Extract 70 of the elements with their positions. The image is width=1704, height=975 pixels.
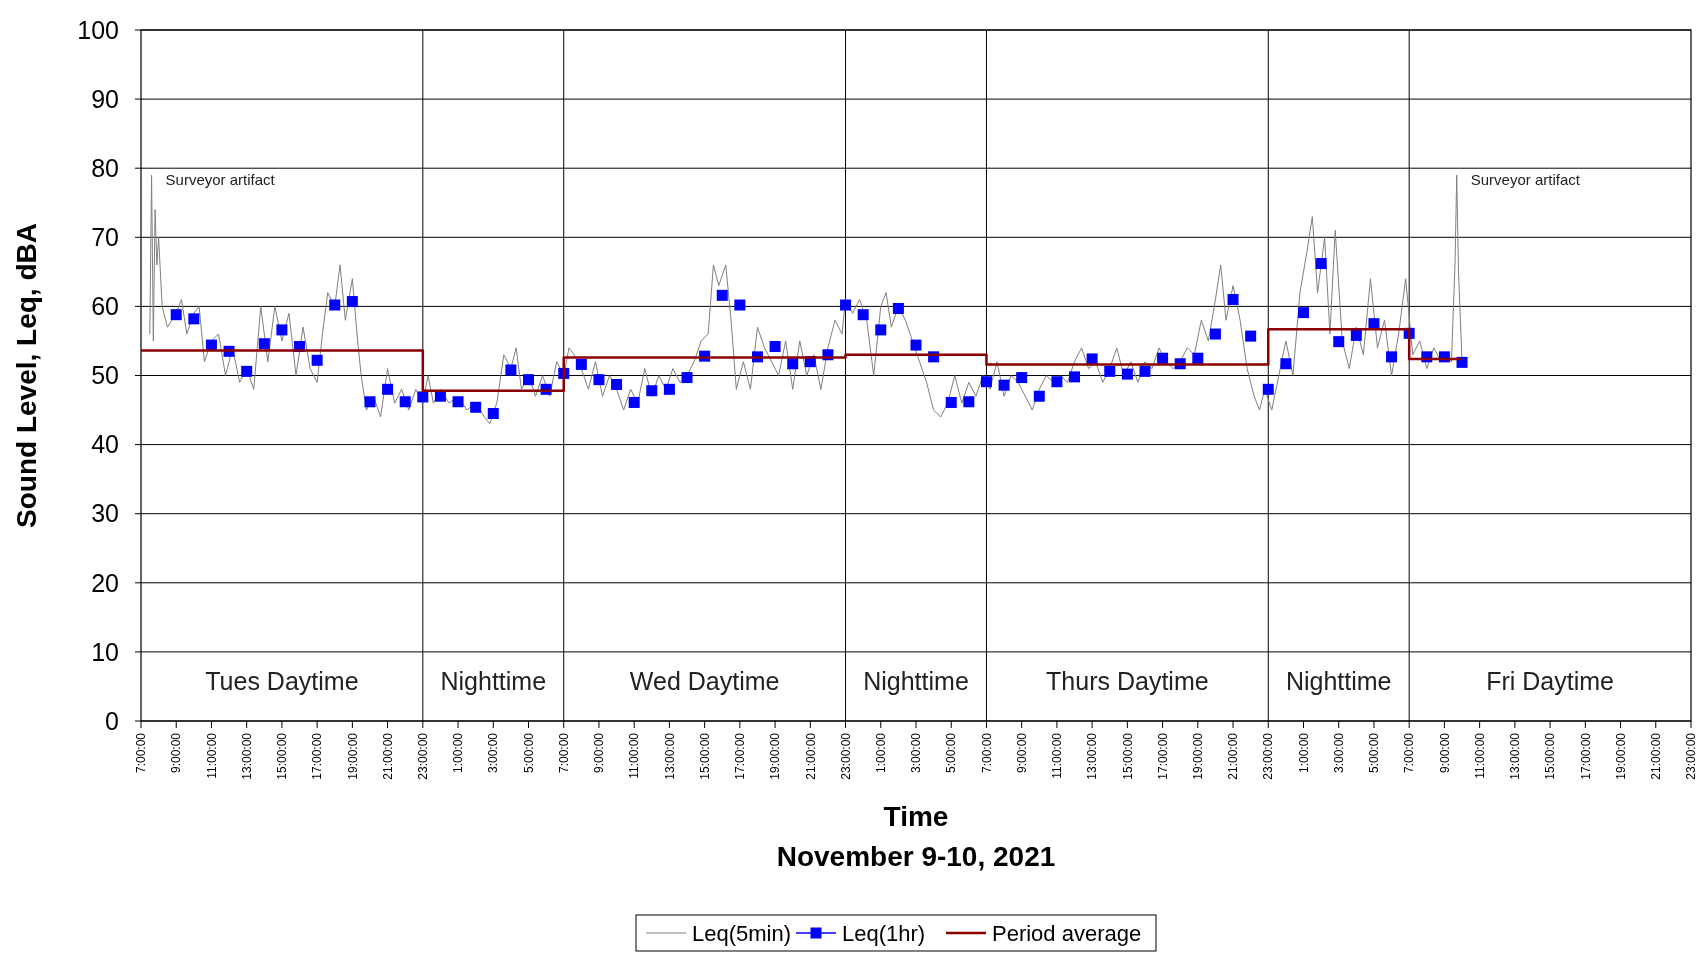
x-tick-label: 19:00:00 <box>1613 732 1628 780</box>
x-tick-label: 1:00:00 <box>1296 732 1311 774</box>
x-tick-label: 7:00:00 <box>979 732 994 774</box>
x-tick-label: 23:00:00 <box>1261 732 1276 780</box>
x-tick-label: 1:00:00 <box>451 732 466 774</box>
x-tick-label: 15:00:00 <box>1120 732 1135 780</box>
x-tick-label: 13:00:00 <box>1085 732 1100 780</box>
y-tick-label: 100 <box>77 15 119 44</box>
x-tick-label: 17:00:00 <box>733 732 748 780</box>
y-tick-label: 10 <box>91 637 119 666</box>
x-tick-label: 7:00:00 <box>134 732 149 774</box>
y-tick-label: 90 <box>91 84 119 113</box>
x-tick-label: 21:00:00 <box>1226 732 1241 780</box>
annotation: Wed Daytime <box>629 666 780 695</box>
y-tick-label: 60 <box>91 292 119 321</box>
x-tick-label: 21:00:00 <box>803 732 818 780</box>
y-tick-label: 40 <box>91 430 119 459</box>
y-tick-label: 0 <box>105 706 119 735</box>
x-tick-label: 3:00:00 <box>486 732 501 774</box>
x-tick-label: 9:00:00 <box>169 732 184 774</box>
x-tick-label: 19:00:00 <box>345 732 360 780</box>
x-tick-label: 9:00:00 <box>1437 732 1452 774</box>
y-axis-title: Sound Level, Leq, dBA <box>11 223 42 528</box>
x-tick-label: 23:00:00 <box>416 732 431 780</box>
y-tick-label: 80 <box>91 153 119 182</box>
y-tick-label: 20 <box>91 568 119 597</box>
x-tick-label: 17:00:00 <box>1155 732 1170 780</box>
legend-label: Period average <box>992 920 1142 946</box>
x-tick-label: 7:00:00 <box>1402 732 1417 774</box>
y-tick-label: 30 <box>91 499 119 528</box>
x-tick-label: 15:00:00 <box>1543 732 1558 780</box>
x-tick-label: 21:00:00 <box>1648 732 1663 780</box>
x-tick-label: 17:00:00 <box>310 732 325 780</box>
annotation: Surveyor artifact <box>1470 171 1581 189</box>
x-axis-title: Time November 9-10, 2021 <box>776 801 1056 872</box>
x-tick-label: 11:00:00 <box>1050 732 1065 779</box>
x-tick-label: 9:00:00 <box>592 732 607 774</box>
annotation: Tues Daytime <box>205 666 359 695</box>
x-tick-label: 13:00:00 <box>1508 732 1523 780</box>
annotation: Thurs Daytime <box>1046 666 1209 695</box>
x-tick-label: 3:00:00 <box>1331 732 1346 774</box>
x-tick-label: 13:00:00 <box>662 732 677 780</box>
x-tick-label: 17:00:00 <box>1578 732 1593 780</box>
x-tick-label: 11:00:00 <box>204 732 219 779</box>
annotation: Nighttime <box>1285 666 1392 695</box>
y-tick-label: 70 <box>91 223 119 252</box>
x-tick-label: 9:00:00 <box>1014 732 1029 774</box>
x-tick-label: 11:00:00 <box>1472 732 1487 779</box>
x-tick-label: 11:00:00 <box>627 732 642 779</box>
x-tick-label: 15:00:00 <box>275 732 290 780</box>
x-tick-label: 7:00:00 <box>556 732 571 774</box>
x-tick-label: 21:00:00 <box>380 732 395 780</box>
x-tick-label: 5:00:00 <box>944 732 959 774</box>
x-tick-label: 1:00:00 <box>873 732 888 774</box>
legend-label: Leq(5min) <box>692 920 792 946</box>
annotation: Fri Daytime <box>1486 666 1614 695</box>
annotation: Nighttime <box>863 666 969 695</box>
annotation: Surveyor artifact <box>165 171 276 189</box>
y-tick-label: 50 <box>91 361 119 390</box>
x-tick-label: 3:00:00 <box>909 732 924 774</box>
x-tick-label: 23:00:00 <box>838 732 853 780</box>
x-tick-label: 23:00:00 <box>1684 732 1699 780</box>
x-tick-label: 15:00:00 <box>697 732 712 780</box>
x-tick-label: 19:00:00 <box>768 732 783 780</box>
x-tick-label: 5:00:00 <box>1367 732 1382 774</box>
annotation: Nighttime <box>440 666 547 695</box>
x-tick-label: 19:00:00 <box>1191 732 1206 780</box>
legend-label: Leq(1hr) <box>842 920 926 946</box>
x-tick-label: 5:00:00 <box>521 732 536 774</box>
x-tick-label: 13:00:00 <box>239 732 254 780</box>
